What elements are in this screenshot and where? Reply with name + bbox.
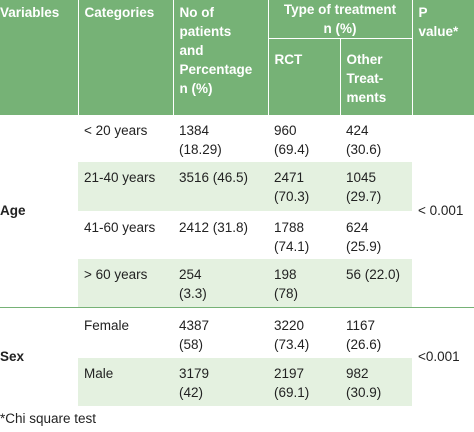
rct-cell: 1788 (74.1) <box>268 210 340 259</box>
table-row: > 60 years 254 (3.3) 198 (78) 56 (22.0) <box>0 258 474 308</box>
rct-cell: 2471 (70.3) <box>268 161 340 211</box>
category-cell: Female <box>78 307 173 358</box>
other-cell: 1045 (29.7) <box>340 161 413 211</box>
pvalue-age: < 0.001 <box>412 114 474 308</box>
category-cell: 41-60 years <box>78 210 173 259</box>
patients-cell: 4387 (58) <box>173 307 268 358</box>
rct-cell: 198 (78) <box>268 258 340 308</box>
patients-cell: 1384 (18.29) <box>173 114 268 162</box>
table-row: 41-60 years 2412 (31.8) 1788 (74.1) 624 (2… <box>0 210 474 259</box>
table-row: Male 3179 (42) 2197 (69.1) 982 (30.9) <box>0 357 474 406</box>
header-patients: No of patients and Percentage n (%) <box>173 0 269 115</box>
patients-cell: 2412 (31.8) <box>173 210 268 259</box>
variable-age: Age <box>0 114 78 308</box>
data-table: Variables Categories No of patients and Per… <box>0 0 474 406</box>
rct-cell: 2197 (69.1) <box>268 357 340 406</box>
table-row: Sex Female 4387 (58) 3220 (73.4) 1167 (26.6… <box>0 307 474 406</box>
variable-sex: Sex <box>0 307 78 406</box>
table-row: 21-40 years 3516 (46.5) 2471 (70.3) 1045(… <box>0 161 474 211</box>
patients-cell: 254 (3.3) <box>173 258 268 308</box>
rct-cell: 960 (69.4) <box>268 114 340 162</box>
category-cell: Male <box>78 357 173 406</box>
header-variables: Variables <box>0 0 79 115</box>
header-other: Other Treat-ments <box>340 38 413 115</box>
header-categories: Categories <box>78 0 174 115</box>
other-cell: 624 (25.9) <box>340 210 413 259</box>
other-cell: 56 (22.0) <box>340 258 413 308</box>
other-cell: 982 (30.9) <box>340 357 413 406</box>
other-cell: 424 (30.6) <box>340 114 413 162</box>
category-cell: < 20 years <box>78 114 173 162</box>
header-treatment: Type of treatment n (%) <box>268 0 413 39</box>
category-cell: 21-40 years <box>78 161 173 211</box>
table-row: Age < 20 years 1384 (18.29) 960 (69.4) 424… <box>0 114 474 308</box>
other-cell: 1167 (26.6) <box>340 307 413 358</box>
category-cell: > 60 years <box>78 258 173 308</box>
patients-cell: 3516 (46.5) <box>173 161 268 211</box>
pvalue-sex: <0.001 <box>412 307 474 406</box>
footnote: *Chi square test <box>0 411 97 426</box>
header-rct: RCT <box>268 38 341 115</box>
patients-cell: 3179 (42) <box>173 357 268 406</box>
rct-cell: 3220 (73.4) <box>268 307 340 358</box>
